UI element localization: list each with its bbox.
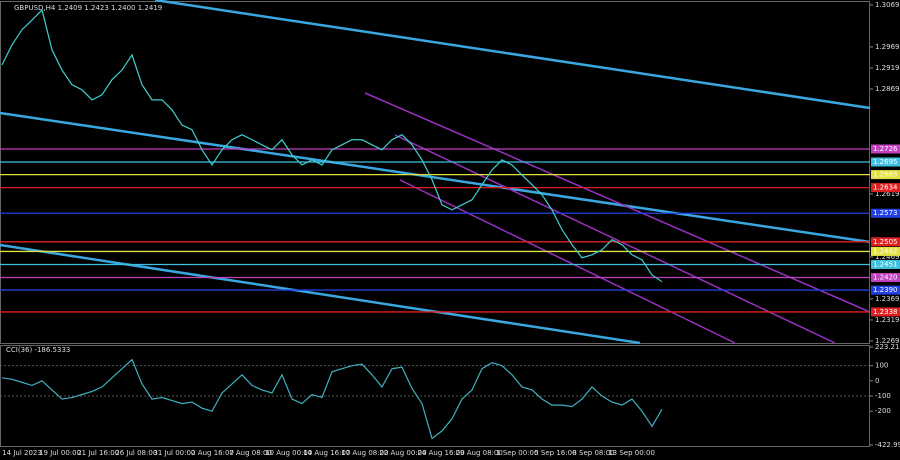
- level-badge: [871, 183, 900, 193]
- level-label: 1.2726: [873, 145, 898, 153]
- x-tick-label: 7 Aug 08:00: [229, 449, 272, 457]
- level-label: 1.2451: [873, 260, 898, 268]
- level-badge: [871, 144, 900, 154]
- price-line: [1, 358, 663, 440]
- y-tick-label: 1.2919: [875, 64, 900, 72]
- level-label: 1.2338: [873, 308, 898, 316]
- level-label: 1.2695: [873, 158, 898, 166]
- level-label: 1.2665: [873, 171, 898, 179]
- level-badge: [871, 208, 900, 218]
- trend-line: [154, 0, 871, 110]
- level-label: 1.2505: [873, 238, 898, 246]
- x-tick-label: 1 Sep 00:00: [496, 449, 538, 457]
- level-label: 1.2634: [873, 184, 898, 192]
- x-tick-label: 13 Sep 00:00: [608, 449, 655, 457]
- x-tick-label: 31 Jul 00:00: [153, 449, 195, 457]
- y-tick-label: 1.2469: [875, 253, 900, 261]
- chart-title: GBPUSD,H4 1.2409 1.2423 1.2400 1.2419: [14, 4, 162, 12]
- y-tick-label: 1.2619: [875, 190, 900, 198]
- y-tick-label: 1.2369: [875, 295, 900, 303]
- y-tick-label: -200: [875, 407, 891, 415]
- level-badge: [871, 259, 900, 269]
- y-tick-label: 1.2969: [875, 43, 900, 51]
- x-tick-label: 14 Aug 16:00: [303, 449, 350, 457]
- y-tick-label: 1.2269: [875, 337, 900, 345]
- level-badge: [871, 246, 900, 256]
- trend-line: [0, 111, 871, 244]
- y-tick-label: 1.2319: [875, 316, 900, 324]
- level-badge: [871, 272, 900, 282]
- y-tick-label: 0: [875, 377, 879, 385]
- x-tick-label: 19 Jul 00:00: [39, 449, 81, 457]
- x-tick-label: 22 Aug 00:00: [379, 449, 426, 457]
- x-tick-label: 26 Jul 08:00: [115, 449, 157, 457]
- level-label: 1.2390: [873, 286, 898, 294]
- x-tick-label: 29 Aug 08:00: [456, 449, 503, 457]
- trend-line: [0, 243, 641, 345]
- y-tick-label: 100: [875, 362, 888, 370]
- level-label: 1.2420: [873, 273, 898, 281]
- x-tick-label: 24 Aug 16:00: [417, 449, 464, 457]
- y-tick-label: -422.9907: [875, 441, 900, 449]
- level-badge: [871, 157, 900, 167]
- trend-lines: [0, 0, 871, 345]
- y-tick-label: -100: [875, 392, 891, 400]
- x-tick-label: 5 Sep 16:00: [534, 449, 576, 457]
- level-badge: [871, 170, 900, 180]
- x-tick-label: 8 Sep 08:00: [572, 449, 614, 457]
- x-tick-label: 17 Aug 08:00: [341, 449, 388, 457]
- level-badge: [871, 285, 900, 295]
- x-tick-label: 10 Aug 00:00: [265, 449, 312, 457]
- x-tick-label: 14 Jul 2023: [2, 449, 42, 457]
- cci-title: CCI(36) -186.5333: [6, 346, 70, 354]
- level-label: 1.2482: [873, 247, 898, 255]
- x-tick-label: 2 Aug 16:00: [191, 449, 234, 457]
- channel-line: [394, 134, 836, 344]
- level-badge: [871, 237, 900, 247]
- main-frame: [0, 1, 870, 344]
- price-line: [1, 8, 663, 283]
- level-badge: [871, 307, 900, 317]
- x-tick-label: 21 Jul 16:00: [77, 449, 119, 457]
- y-tick-label: 223.2183: [875, 343, 900, 351]
- channel-line: [399, 179, 736, 344]
- y-tick-label: 1.2869: [875, 85, 900, 93]
- y-tick-label: 1.3069: [875, 1, 900, 9]
- channel-line: [364, 92, 871, 313]
- level-label: 1.2573: [873, 209, 898, 217]
